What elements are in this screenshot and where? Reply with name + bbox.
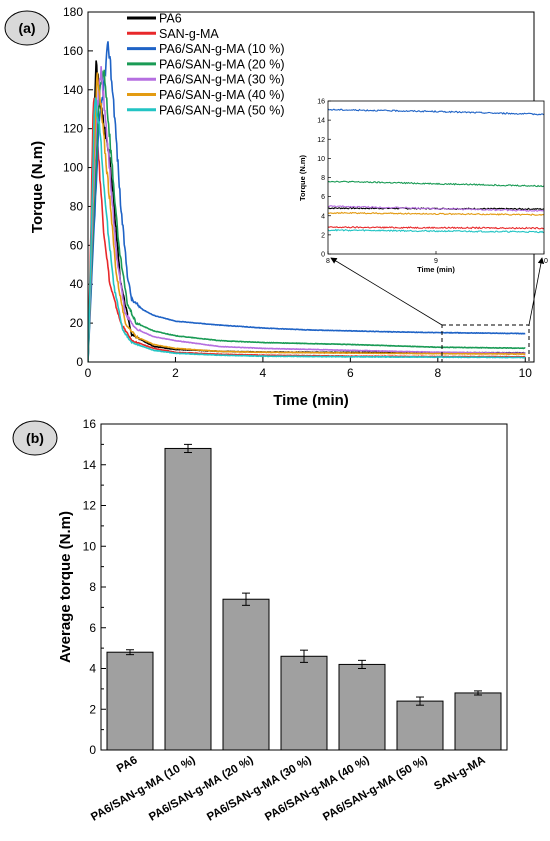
chart-b-axes: 0 2 4 6 8 10 12 14 16: [83, 417, 479, 757]
zoom-arrow-right: [528, 257, 545, 326]
panel-a-label: (a): [18, 20, 35, 36]
inset-series-line-1: [328, 226, 544, 230]
inset-ytick-label: 4: [321, 213, 325, 220]
chart-a-xtick-label: 6: [347, 366, 354, 380]
chart-a-series: [88, 41, 526, 362]
inset-xtick-label: 10: [540, 258, 548, 265]
chart-a-xtick-label: 4: [260, 366, 267, 380]
category-label-1: PA6/SAN-g-MA (10 %): [89, 754, 198, 824]
bar-3: [280, 655, 328, 751]
legend-label-3: PA6/SAN-g-MA (20 %): [159, 57, 285, 71]
inset-xtick-label: 9: [434, 258, 438, 265]
chart-b-ytick-label: 0: [89, 743, 96, 757]
category-label-3: PA6/SAN-g-MA (30 %): [205, 754, 314, 824]
inset-ytick-label: 14: [317, 118, 325, 125]
inset-ylabel: Torque (N.m): [298, 154, 307, 201]
inset-series-line-4: [328, 205, 544, 212]
chart-b-ytick-label: 6: [89, 621, 96, 635]
category-label-2: PA6/SAN-g-MA (20 %): [147, 754, 256, 824]
inset-xtick-label: 8: [326, 258, 330, 265]
inset-series-line-3: [328, 180, 544, 188]
inset-series: [328, 108, 544, 234]
inset-xlabel: Time (min): [417, 265, 455, 274]
chart-a-ytick-label: 180: [63, 5, 83, 19]
chart-b-ytick-label: 14: [83, 458, 97, 472]
chart-b-ylabel: Average torque (N.m): [57, 511, 74, 663]
bar-0: [106, 651, 154, 751]
chart-a-ytick-label: 80: [70, 199, 84, 213]
chart-b-ytick-label: 2: [89, 702, 96, 716]
series-line-6: [88, 97, 526, 362]
bar-6: [454, 692, 502, 751]
legend-label-0: PA6: [159, 12, 182, 26]
chart-b-frame: [100, 423, 508, 751]
chart-a-xtick-label: 0: [85, 366, 92, 380]
chart-a-ylabel: Torque (N.m): [29, 141, 46, 233]
panel-a-badge: (a): [4, 10, 50, 46]
bar-4: [338, 663, 386, 751]
inset-frame: [327, 100, 545, 255]
chart-b-ytick-label: 12: [83, 499, 97, 513]
chart-a-xtick-label: 8: [434, 366, 441, 380]
series-line-5: [88, 72, 526, 362]
chart-a-ytick-label: 100: [63, 161, 83, 175]
chart-a-ytick-label: 120: [63, 122, 83, 136]
chart-b-ytick-label: 16: [83, 417, 97, 431]
chart-b-bars: [106, 443, 502, 751]
zoom-box: [441, 324, 530, 363]
chart-a-ytick-label: 40: [70, 277, 84, 291]
legend-label-5: PA6/SAN-g-MA (40 %): [159, 88, 285, 102]
inset-ytick-label: 0: [321, 252, 325, 259]
chart-a-xtick-label: 2: [172, 366, 179, 380]
legend-label-1: SAN-g-MA: [159, 27, 219, 41]
panel-b-label: (b): [26, 430, 44, 446]
chart-a-ytick-label: 140: [63, 83, 83, 97]
inset-series-line-5: [328, 211, 544, 217]
inset-ytick-label: 10: [317, 156, 325, 163]
panel-b-badge: (b): [12, 420, 58, 456]
inset-ytick-label: 6: [321, 194, 325, 201]
inset-series-line-6: [328, 228, 544, 234]
bar-2: [222, 598, 270, 751]
chart-a-xtick-label: 10: [519, 366, 533, 380]
inset-series-line-2: [328, 108, 544, 116]
category-label-5: PA6/SAN-g-MA (50 %): [321, 754, 430, 824]
category-label-0: PA6: [115, 754, 140, 775]
chart-a-ytick-label: 160: [63, 44, 83, 58]
inset-ytick-label: 2: [321, 232, 325, 239]
chart-a-xlabel: Time (min): [273, 392, 349, 409]
inset-ytick-label: 12: [317, 137, 325, 144]
chart-b-ytick-label: 8: [89, 580, 96, 594]
category-label-4: PA6/SAN-g-MA (40 %): [263, 754, 372, 824]
bar-5: [396, 700, 444, 751]
inset-ytick-label: 8: [321, 175, 325, 182]
chart-b-ytick-label: 4: [89, 662, 96, 676]
series-line-3: [88, 69, 526, 362]
chart-a-ytick-label: 20: [70, 316, 84, 330]
category-label-6: SAN-g-MA: [432, 754, 487, 793]
series-line-2: [88, 41, 526, 362]
zoom-arrow-left: [330, 257, 443, 326]
inset-axes: 0 2 4 6 8 10 12 14 16 8 9 10: [317, 99, 548, 266]
chart-a-ytick-label: 0: [76, 355, 83, 369]
chart-a-ytick-label: 60: [70, 238, 84, 252]
bar-1: [164, 447, 212, 751]
series-line-4: [88, 66, 526, 362]
legend-label-4: PA6/SAN-g-MA (30 %): [159, 73, 285, 87]
legend-label-2: PA6/SAN-g-MA (10 %): [159, 42, 285, 56]
legend-label-6: PA6/SAN-g-MA (50 %): [159, 103, 285, 117]
inset-ytick-label: 16: [317, 99, 325, 106]
chart-b-ytick-label: 10: [83, 539, 97, 553]
